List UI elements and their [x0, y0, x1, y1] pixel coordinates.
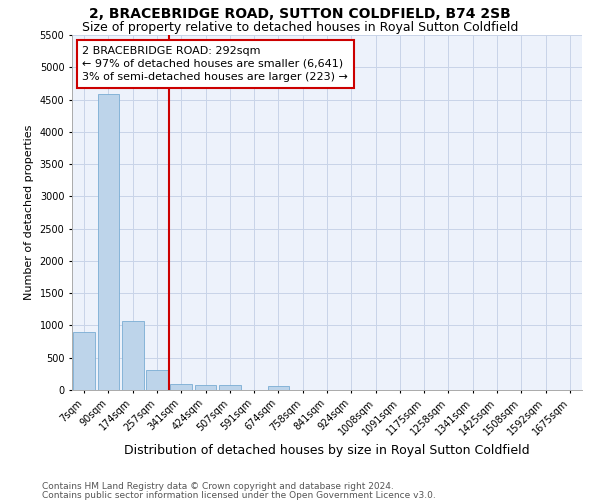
X-axis label: Distribution of detached houses by size in Royal Sutton Coldfield: Distribution of detached houses by size … — [124, 444, 530, 457]
Bar — [146, 370, 168, 390]
Bar — [122, 320, 143, 390]
Text: 2, BRACEBRIDGE ROAD, SUTTON COLDFIELD, B74 2SB: 2, BRACEBRIDGE ROAD, SUTTON COLDFIELD, B… — [89, 8, 511, 22]
Text: Contains public sector information licensed under the Open Government Licence v3: Contains public sector information licen… — [42, 490, 436, 500]
Bar — [194, 385, 217, 390]
Bar — [170, 384, 192, 390]
Text: Contains HM Land Registry data © Crown copyright and database right 2024.: Contains HM Land Registry data © Crown c… — [42, 482, 394, 491]
Bar — [219, 386, 241, 390]
Text: Size of property relative to detached houses in Royal Sutton Coldfield: Size of property relative to detached ho… — [82, 21, 518, 34]
Bar — [97, 94, 119, 390]
Bar — [73, 332, 95, 390]
Bar — [268, 386, 289, 390]
Text: 2 BRACEBRIDGE ROAD: 292sqm
← 97% of detached houses are smaller (6,641)
3% of se: 2 BRACEBRIDGE ROAD: 292sqm ← 97% of deta… — [82, 46, 348, 82]
Y-axis label: Number of detached properties: Number of detached properties — [24, 125, 34, 300]
